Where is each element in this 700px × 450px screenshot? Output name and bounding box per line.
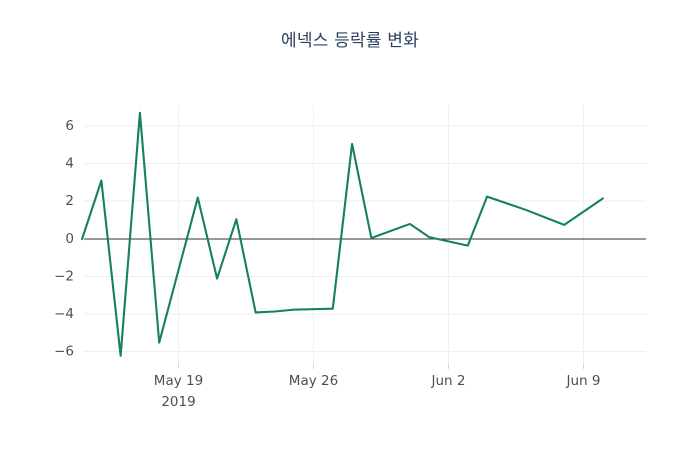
y-tick-label: 2	[65, 193, 74, 209]
x-tick-label: Jun 2	[431, 373, 466, 389]
x-axis-ticks	[178, 363, 584, 369]
y-tick-label: −6	[54, 344, 74, 360]
x-tick-year-label: 2019	[161, 394, 195, 410]
y-tick-label: 6	[65, 118, 74, 134]
chart-title: 에넥스 등락률 변화	[281, 31, 419, 51]
x-tick-label: Jun 9	[566, 373, 601, 389]
y-tick-label: −4	[54, 306, 74, 322]
x-tick-label: May 26	[289, 373, 338, 389]
x-axis-labels: May 19 2019 May 26 Jun 2 Jun 9	[154, 373, 601, 410]
horizontal-gridlines	[84, 125, 646, 352]
data-series-line	[81, 111, 604, 357]
y-tick-label: −2	[54, 269, 74, 285]
x-tick-label: May 19	[154, 373, 203, 389]
y-tick-label: 4	[65, 156, 74, 172]
y-tick-label: 0	[65, 231, 74, 247]
y-axis-labels: 6 4 2 0 −2 −4 −6	[54, 118, 74, 360]
vertical-gridlines	[178, 105, 584, 363]
